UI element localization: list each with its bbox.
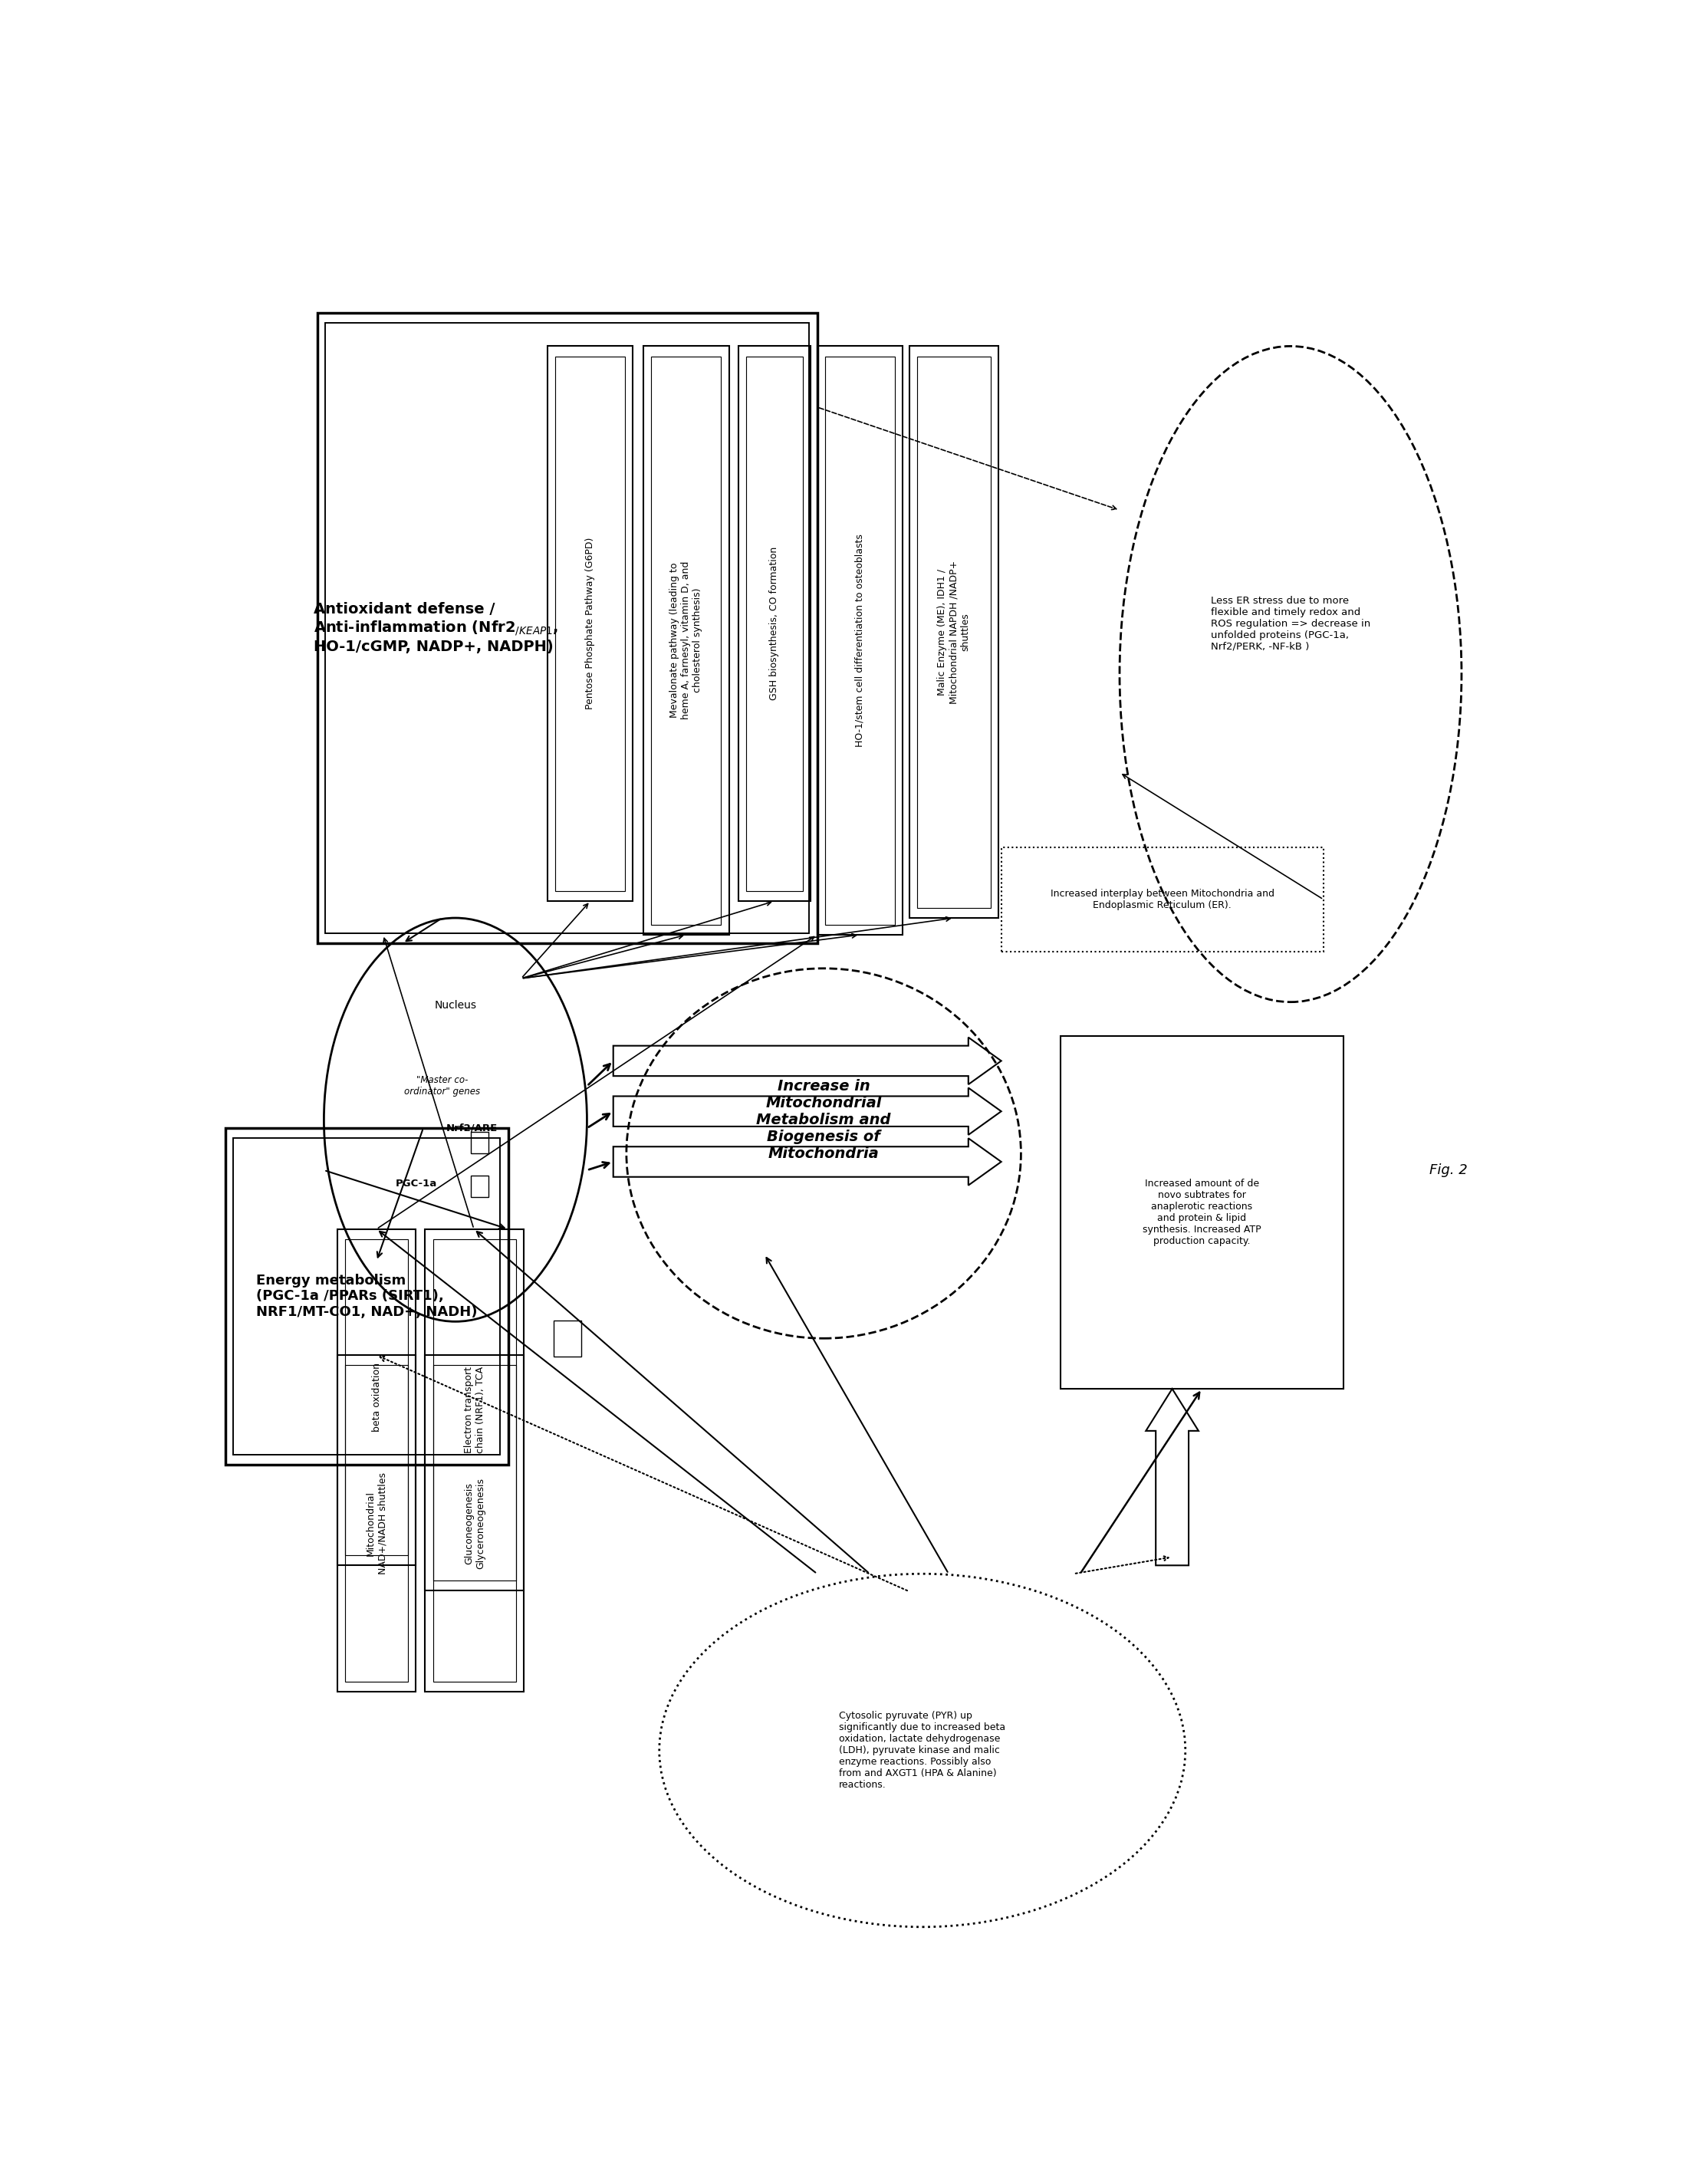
Bar [338,1230,416,1566]
Text: Malic Enzyme (ME), IDH1 /
Mitochondrial NAPDH /NADP+
shuttles: Malic Enzyme (ME), IDH1 / Mitochondrial … [937,561,971,703]
Bar [426,1354,524,1690]
Text: PGC-1a: PGC-1a [395,1179,436,1188]
Text: Cytosolic pyruvate (PYR) up
significantly due to increased beta
oxidation, lacta: Cytosolic pyruvate (PYR) up significantl… [838,1710,1006,1791]
Bar [548,347,633,902]
Bar [317,312,818,943]
Text: "Master co-
ordinator" genes: "Master co- ordinator" genes [404,1075,480,1096]
Bar [1001,847,1324,952]
Bar [818,345,903,935]
Text: Antioxidant defense /
Anti-inflammation (Nfr2$_{/KEAP1}$,
HO-1/cGMP, NADP+, NADP: Antioxidant defense / Anti-inflammation … [314,601,558,653]
Bar [344,1238,407,1555]
Text: Increased amount of de
novo subtrates for
anaplerotic reactions
and protein & li: Increased amount of de novo subtrates fo… [1142,1179,1261,1245]
Bar [326,323,809,933]
Text: Gluconeogenesis
Glyceroneogenesis: Gluconeogenesis Glyceroneogenesis [463,1479,485,1568]
Bar [1061,1035,1344,1389]
Bar [344,1365,407,1682]
Text: Nrf2/ARE: Nrf2/ARE [446,1123,497,1133]
Bar [738,347,811,902]
Bar [555,356,624,891]
Bar [825,356,894,924]
Text: Less ER stress due to more
flexible and timely redox and
ROS regulation => decre: Less ER stress due to more flexible and … [1210,596,1371,651]
Text: Electron transport
chain (NRF1), TCA: Electron transport chain (NRF1), TCA [463,1367,485,1452]
Text: Energy metabolism
(PGC-1a /PPARs (SIRT1),
NRF1/MT-CO1, NAD+, NADH): Energy metabolism (PGC-1a /PPARs (SIRT1)… [256,1273,477,1319]
Bar [910,347,998,917]
Bar [472,1175,489,1197]
Text: Nucleus: Nucleus [434,1000,477,1011]
Text: HO-1/stem cell differentiation to osteoblasts: HO-1/stem cell differentiation to osteob… [855,533,865,747]
Text: Mevalonate pathway (leading to
heme A, farnesyl, vitamin D, and
cholesterol synt: Mevalonate pathway (leading to heme A, f… [670,561,703,719]
Text: Increased interplay between Mitochondria and
Endoplasmic Reticulum (ER).: Increased interplay between Mitochondria… [1050,889,1274,911]
Bar [433,1238,516,1581]
Text: Mitochondrial
NAD+/NADH shuttles: Mitochondrial NAD+/NADH shuttles [367,1472,387,1575]
Bar [426,1230,524,1590]
Bar [226,1129,507,1465]
Bar [433,1365,516,1682]
Text: GSH biosynthesis, CO formation: GSH biosynthesis, CO formation [769,546,779,701]
Bar [747,356,803,891]
Bar [472,1131,489,1153]
Text: Fig. 2: Fig. 2 [1429,1164,1468,1177]
Bar [338,1354,416,1690]
Bar [643,345,730,935]
Text: Pentose Phosphate Pathway (G6PD): Pentose Phosphate Pathway (G6PD) [585,537,596,710]
Bar [652,356,721,924]
Text: beta oxidation: beta oxidation [372,1363,382,1433]
Bar [916,356,991,909]
Text: Increase in
Mitochondrial
Metabolism and
Biogenesis of
Mitochondria: Increase in Mitochondrial Metabolism and… [757,1079,891,1160]
Bar [232,1138,501,1455]
